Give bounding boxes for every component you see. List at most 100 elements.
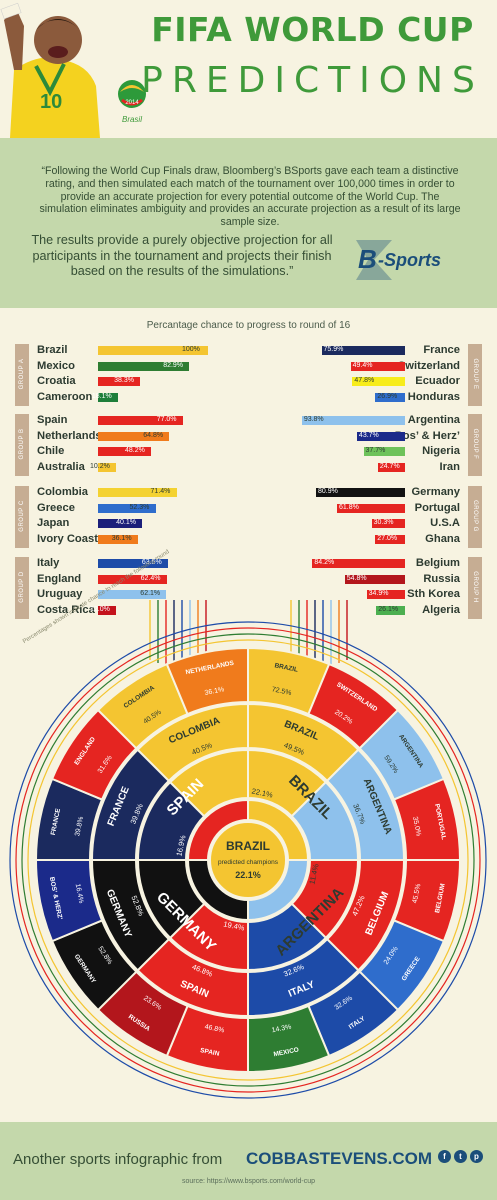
team-bar [371,519,405,528]
team-pct: 100% [182,346,200,353]
team-name: Italy [37,557,60,569]
team-pct: 27.0% [377,534,398,542]
team-bar [98,431,170,441]
team-bar [366,590,405,599]
wheel-r32-team: BRAZIL [274,662,299,674]
footer-text: Another sports infographic from [13,1151,223,1168]
page-title: FIFA WORLD CUP [151,10,474,49]
champion-text: 22.1% [235,870,261,880]
wheel-r32-team: SPAIN [200,1047,221,1058]
bracket-arc [27,639,469,1081]
wheel-r32-pct: 36.1% [204,686,225,697]
team-bar [98,590,167,599]
pinterest-icon[interactable]: p [470,1150,483,1163]
world-cup-logo: 2014 Brasil [118,80,146,124]
team-bar [98,519,143,528]
team-pct: 77.0% [156,416,177,423]
wheel-r32-pct: 45.5% [412,883,423,904]
team-bar [98,605,116,615]
team-pct: 84.2% [314,559,335,566]
team-pct: 75.9% [323,346,344,353]
group-label: GROUP D [19,571,25,603]
team-name: Algeria [422,603,460,616]
champion-text: predicted champions [218,859,279,866]
twitter-icon[interactable]: t [454,1150,467,1163]
team-pct: 47.8% [354,377,375,384]
intro-quote: “Following the World Cup Finals draw, Bl… [39,165,461,229]
team-name: Mexico [37,359,75,372]
group-label-bar [468,344,482,406]
team-pct: 49.4% [352,361,373,369]
team-name: Russia [423,572,460,585]
wheel-sf-pct: 22.1% [251,786,274,799]
svg-text:10: 10 [40,91,62,113]
wheel-sf-pct: 11.4% [307,863,320,885]
team-name: Germany [411,486,460,498]
source-link[interactable]: source: https://www.bsports.com/world-cu… [181,1178,316,1185]
team-pct: 26.1% [378,605,399,613]
svg-text:-Sports: -Sports [378,250,441,270]
team-name: Japan [37,517,70,529]
team-pct: 40.1% [116,519,136,526]
team-bar [350,361,405,371]
team-name: Netherlands [37,429,102,442]
group-label-bar [15,344,29,406]
wheel-r32-pct: 72.5% [271,686,292,697]
team-pct: 10.2% [90,462,110,470]
team-bar [375,392,405,402]
team-name: Greece [37,501,75,514]
team-bar [352,377,405,386]
bracket-arc [9,621,487,1099]
group-label: GROUP A [19,358,25,390]
team-pct: 93.8% [303,416,324,423]
wheel-qf-segment [168,748,249,818]
wheel-r32-team: MEXICO [273,1047,300,1059]
svg-text:2014: 2014 [125,100,139,106]
team-bar [98,447,152,456]
team-pct: 12.0% [90,605,110,613]
team-bar [312,559,405,568]
team-pct: 36.1% [111,534,132,542]
team-bar [98,574,167,584]
wheel-r32-pct: 39.8% [74,816,85,837]
bsports-logo: B -Sports [356,240,441,280]
wheel-r32-pct: 16.4% [74,883,85,904]
facebook-icon[interactable]: f [438,1150,451,1163]
svg-text:Brasil: Brasil [122,115,142,124]
footer-brand-link[interactable]: COBBASTEVENS.COM [246,1149,433,1168]
team-name: Colombia [37,486,88,498]
group-label: GROUP E [472,358,478,390]
team-bar [98,392,118,402]
team-pct: 37.7% [365,447,386,454]
team-bar [98,416,183,425]
chart-title: Percantage chance to progress to round o… [146,320,351,331]
team-name: Brazil [37,344,68,356]
team-pct: 43.7% [358,431,379,439]
player-illustration: 10 [0,0,120,138]
team-pct: 63.5% [141,559,162,566]
team-bar [375,534,405,544]
team-pct: 52.3% [129,503,150,511]
group-label: GROUP H [472,571,478,603]
group-label-bar [468,557,482,619]
team-name: U.S.A [430,517,460,529]
team-name: Chile [37,445,65,457]
team-name: Nigeria [422,445,460,457]
team-bar [377,462,405,472]
team-pct: 18.1% [91,392,112,400]
team-pct: 64.8% [143,431,164,439]
team-bar [98,503,156,513]
wheel-r32-segment [165,646,249,716]
team-bar [344,574,405,584]
team-name: Croatia [37,375,76,387]
team-pct: 48.2% [125,447,145,454]
team-pct: 61.8% [339,503,359,511]
team-name: Australia [37,460,85,473]
team-name: Argentina [407,414,460,426]
team-pct: 62.1% [140,590,161,597]
champion-center [209,821,287,899]
team-pct: 38.3% [114,377,134,384]
group-label-bar [468,414,482,476]
team-pct: 26.9% [377,392,398,400]
